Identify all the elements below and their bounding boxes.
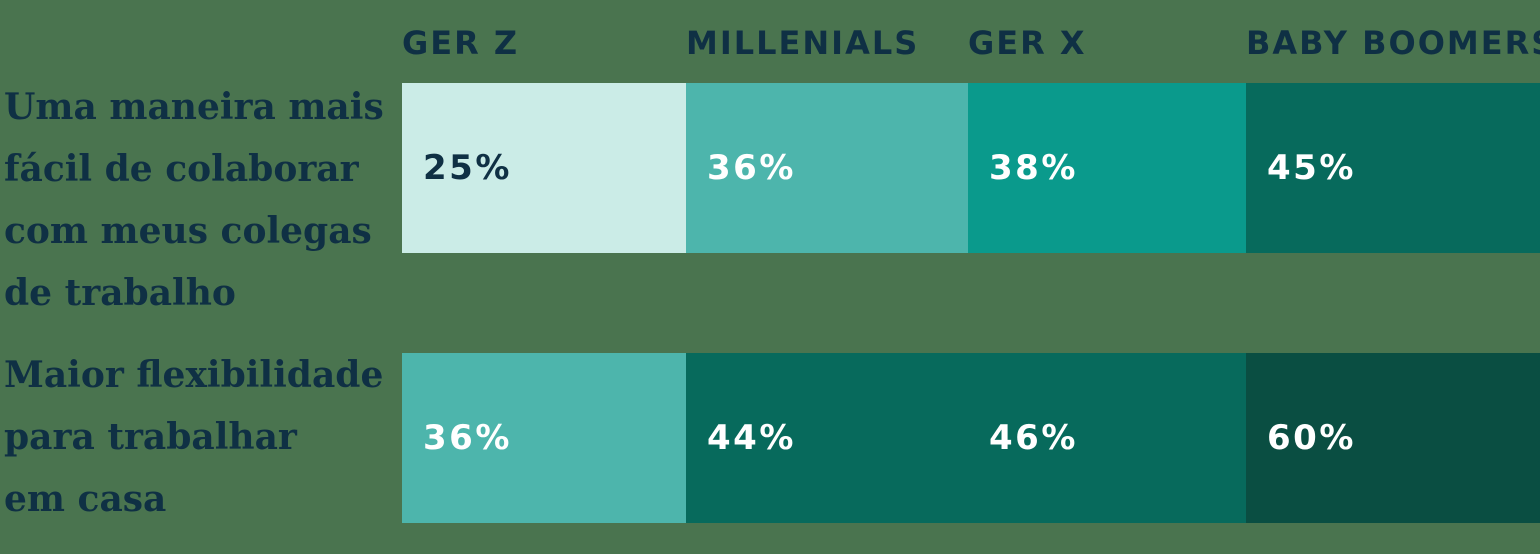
row-label-collaboration: Uma maneira mais fácil de colaborar com … bbox=[4, 76, 396, 324]
bar-value-label: 45% bbox=[1267, 148, 1356, 188]
bar-row-flexibility: 36% 44% 46% 60% bbox=[402, 353, 1540, 523]
row-label-flexibility: Maior flexibilidade para trabalhar em ca… bbox=[4, 344, 396, 530]
bar-segment-millenials: 36% bbox=[686, 83, 968, 253]
bar-value-label: 25% bbox=[423, 148, 512, 188]
bar-value-label: 44% bbox=[707, 418, 796, 458]
row-label-line: de trabalho bbox=[4, 272, 236, 314]
bar-segment-ger-x: 38% bbox=[968, 83, 1246, 253]
bar-value-label: 36% bbox=[707, 148, 796, 188]
column-header-ger-x: GER X bbox=[968, 24, 1087, 62]
column-header-ger-z: GER Z bbox=[402, 24, 520, 62]
bar-value-label: 60% bbox=[1267, 418, 1356, 458]
bar-segment-baby-boomers: 60% bbox=[1246, 353, 1540, 523]
column-header-millenials: MILLENIALS bbox=[686, 24, 920, 62]
row-label-line: em casa bbox=[4, 478, 167, 520]
bar-segment-baby-boomers: 45% bbox=[1246, 83, 1540, 253]
bar-row-collaboration: 25% 36% 38% 45% bbox=[402, 83, 1540, 253]
generation-header-row: GER Z MILLENIALS GER X BABY BOOMERS bbox=[0, 27, 1540, 61]
bar-segment-millenials: 44% bbox=[686, 353, 968, 523]
row-label-line: com meus colegas bbox=[4, 210, 372, 252]
row-label-line: Maior flexibilidade bbox=[4, 354, 384, 396]
row-label-line: para trabalhar bbox=[4, 416, 297, 458]
bar-segment-ger-z: 36% bbox=[402, 353, 686, 523]
bar-segment-ger-z: 25% bbox=[402, 83, 686, 253]
bar-segment-ger-x: 46% bbox=[968, 353, 1246, 523]
row-label-line: fácil de colaborar bbox=[4, 148, 359, 190]
row-label-line: Uma maneira mais bbox=[4, 86, 384, 128]
bar-value-label: 36% bbox=[423, 418, 512, 458]
column-header-baby-boomers: BABY BOOMERS bbox=[1246, 24, 1540, 62]
bar-value-label: 46% bbox=[989, 418, 1078, 458]
bar-value-label: 38% bbox=[989, 148, 1078, 188]
